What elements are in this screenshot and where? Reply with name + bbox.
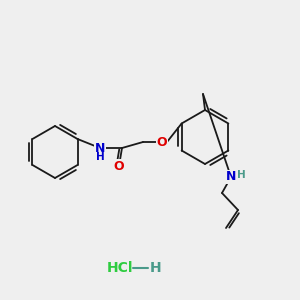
Text: N: N: [226, 170, 236, 184]
Text: N: N: [95, 142, 105, 154]
Text: HCl: HCl: [107, 261, 133, 275]
Text: H: H: [96, 152, 104, 162]
Text: O: O: [157, 136, 167, 148]
Text: H: H: [150, 261, 162, 275]
Text: H: H: [237, 170, 245, 180]
Text: O: O: [114, 160, 124, 172]
